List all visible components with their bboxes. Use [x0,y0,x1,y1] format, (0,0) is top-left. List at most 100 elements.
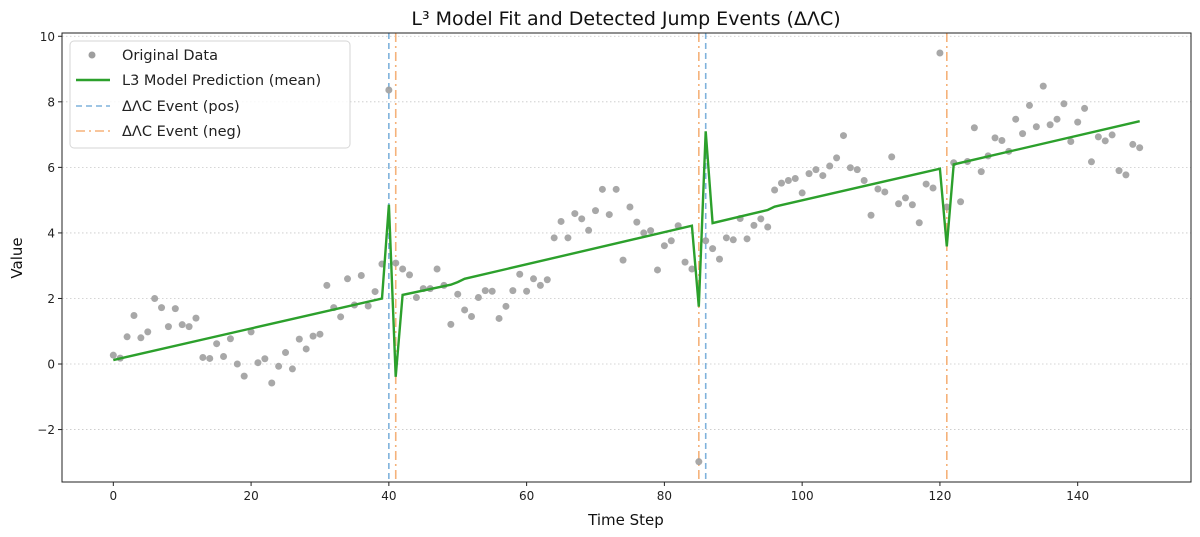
data-point [715,255,723,263]
data-point [1122,171,1130,179]
data-point [158,304,166,312]
data-point [171,305,179,313]
data-point [509,287,517,295]
data-point [777,179,785,187]
data-point [468,312,476,320]
data-point [633,218,641,226]
data-point [213,340,221,348]
data-point [295,335,303,343]
x-tick-label: 120 [928,489,951,503]
data-point [550,234,558,242]
data-point [399,265,407,273]
data-point [867,211,875,219]
data-point [178,321,186,329]
data-point [240,372,248,380]
data-point [302,345,310,353]
data-point [798,189,806,197]
legend-label-original-data: Original Data [122,48,218,64]
data-point [137,334,145,342]
legend-label-model: L3 Model Prediction (mean) [122,73,321,89]
data-point [881,188,889,196]
data-point [729,236,737,244]
data-point [915,219,923,227]
model-prediction-line [113,120,1140,377]
y-tick-label: 0 [47,358,55,372]
data-point [1129,140,1137,148]
legend-marker-original-data [88,51,96,59]
data-point [1094,133,1102,141]
data-point [936,49,944,57]
data-point [722,234,730,242]
data-point [592,207,600,215]
y-axis-label: Value [8,237,26,278]
data-point [392,259,400,267]
data-point [1060,100,1068,108]
data-point [164,323,172,331]
data-point [1012,115,1020,123]
data-point [502,302,510,310]
x-tick-label: 20 [243,489,258,503]
data-point [1019,130,1027,138]
legend-label-event-pos: ΔΛC Event (pos) [122,99,240,115]
data-point [109,351,117,359]
data-point [1025,101,1033,109]
data-point [481,287,489,295]
data-point [977,168,985,176]
data-point [1087,158,1095,166]
data-point [612,185,620,193]
data-point [1053,115,1061,123]
data-point [846,164,854,172]
data-point [619,256,627,264]
data-point [406,271,414,279]
data-point [474,293,482,301]
legend-box [69,40,351,149]
plot-frame [61,32,1192,483]
data-point [895,200,903,208]
data-point [557,217,565,225]
data-point [1046,121,1054,129]
x-tick-label: 40 [381,489,396,503]
x-axis-ticks: 0 20 40 60 80 100 120 140 [109,482,1089,503]
data-point [226,335,234,343]
y-tick-label: 4 [47,226,55,240]
data-point [647,227,655,235]
data-point [275,362,283,370]
data-point [344,275,352,283]
data-point [268,379,276,387]
chart-title: L³ Model Fit and Detected Jump Events (Δ… [411,8,840,30]
y-tick-label: 2 [47,292,55,306]
data-point [826,162,834,170]
data-point [536,281,544,289]
data-point [144,328,152,336]
data-point [523,287,531,295]
data-point [784,176,792,184]
data-point [571,210,579,218]
data-point [316,330,324,338]
data-point [943,203,951,211]
data-point [681,258,689,266]
data-point [357,272,365,280]
data-point [1115,167,1123,175]
data-point [688,265,696,273]
data-point [543,276,551,284]
data-point [660,242,668,250]
data-point [819,172,827,180]
data-point [1032,123,1040,131]
data-point [261,355,269,363]
data-point [1108,131,1116,139]
data-point [516,270,524,278]
data-point [564,234,572,242]
data-point [309,332,317,340]
model-line-series [113,120,1140,377]
data-point [282,349,290,357]
data-point [385,86,393,94]
data-point [970,124,978,132]
data-point [805,170,813,178]
data-point [709,245,717,253]
data-point [1074,118,1082,126]
data-point [771,186,779,194]
data-point [151,294,159,302]
legend: Original Data L3 Model Prediction (mean)… [69,40,351,149]
y-tick-label: 10 [40,30,55,44]
